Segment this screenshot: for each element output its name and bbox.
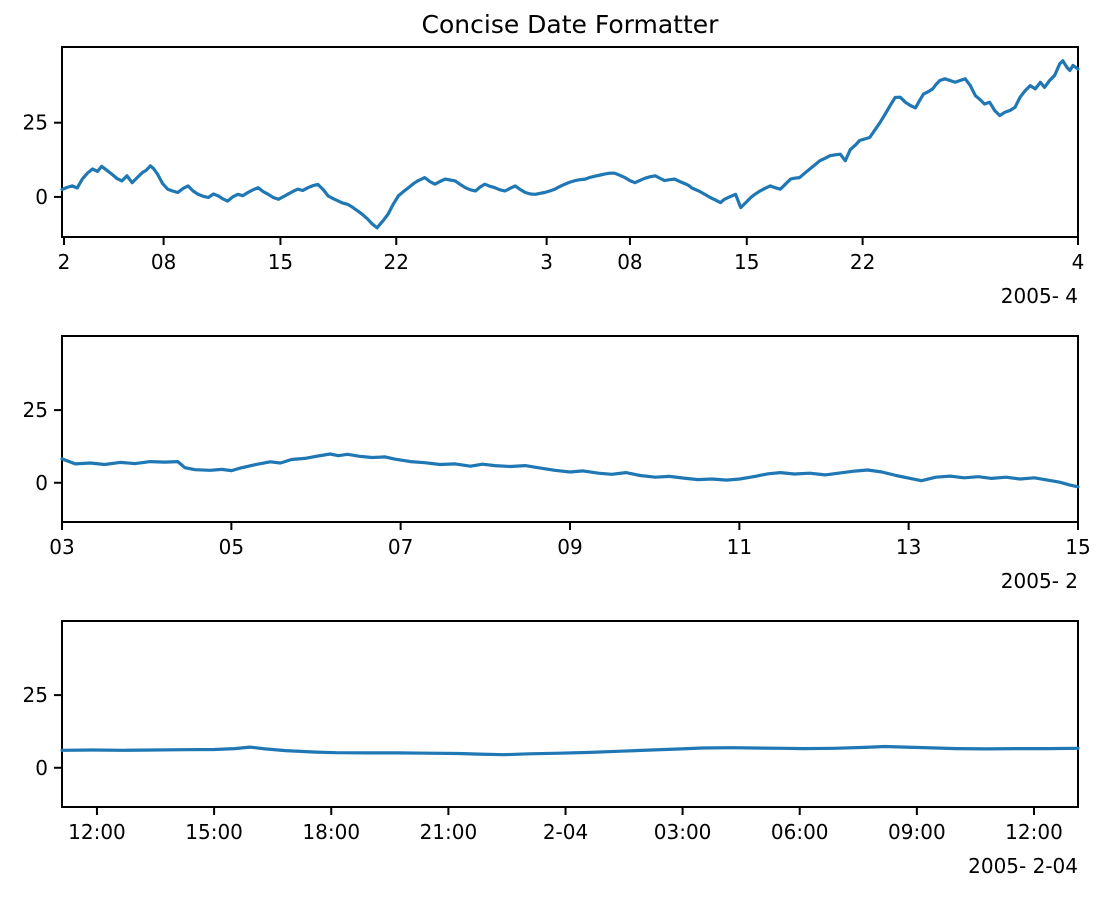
y-tick-label: 25	[23, 111, 48, 135]
x-tick-label: 22	[850, 250, 875, 274]
chart-title: Concise Date Formatter	[421, 10, 719, 39]
x-tick-label: 05	[219, 535, 244, 559]
axes-frame	[61, 46, 1079, 238]
x-tick-label: 2-04	[543, 820, 588, 844]
x-tick-label: 13	[896, 535, 921, 559]
y-tick-label: 0	[35, 756, 48, 780]
x-tick-label: 15:00	[185, 820, 243, 844]
x-tick-label: 03:00	[654, 820, 712, 844]
x-axis-offset-label: 2005- 4	[1001, 284, 1078, 308]
subplot-1: 0 25 2 08 15 22 3 08 15 22 4 2005- 4	[23, 46, 1085, 308]
x-tick-label: 06:00	[771, 820, 829, 844]
x-tick-label: 09:00	[888, 820, 946, 844]
x-tick-label: 15	[268, 250, 293, 274]
x-tick-label: 3	[540, 250, 553, 274]
y-tick-label: 25	[23, 398, 48, 422]
x-tick-label: 4	[1072, 250, 1085, 274]
y-tick-label: 0	[35, 471, 48, 495]
x-tick-label: 12:00	[68, 820, 126, 844]
x-tick-label: 22	[384, 250, 409, 274]
y-tick-label: 25	[23, 683, 48, 707]
x-tick-label: 12:00	[1005, 820, 1063, 844]
x-tick-label: 08	[151, 250, 176, 274]
x-axis-offset-label: 2005- 2-04	[968, 854, 1078, 878]
x-axis-offset-label: 2005- 2	[1001, 569, 1078, 593]
x-tick-label: 2	[58, 250, 71, 274]
x-tick-label: 08	[617, 250, 642, 274]
x-tick-label: 11	[727, 535, 752, 559]
x-tick-label: 21:00	[420, 820, 478, 844]
x-tick-label: 15	[1065, 535, 1090, 559]
subplot-3: 0 25 12:00 15:00 18:00 21:00 2-04 03:00 06:00 09:…	[23, 620, 1080, 878]
x-tick-label: 07	[388, 535, 413, 559]
series-line	[60, 59, 1080, 230]
x-tick-label: 03	[49, 535, 74, 559]
axes-frame	[61, 335, 1079, 523]
series-line	[60, 744, 1080, 757]
x-tick-label: 09	[557, 535, 582, 559]
subplot-2: 0 25 03 05 07 09 11 13 15 2005- 2	[23, 335, 1091, 593]
series-line	[60, 452, 1080, 489]
x-tick-label: 15	[734, 250, 759, 274]
axes-frame	[61, 620, 1079, 808]
y-tick-label: 0	[35, 185, 48, 209]
x-tick-label: 18:00	[302, 820, 360, 844]
